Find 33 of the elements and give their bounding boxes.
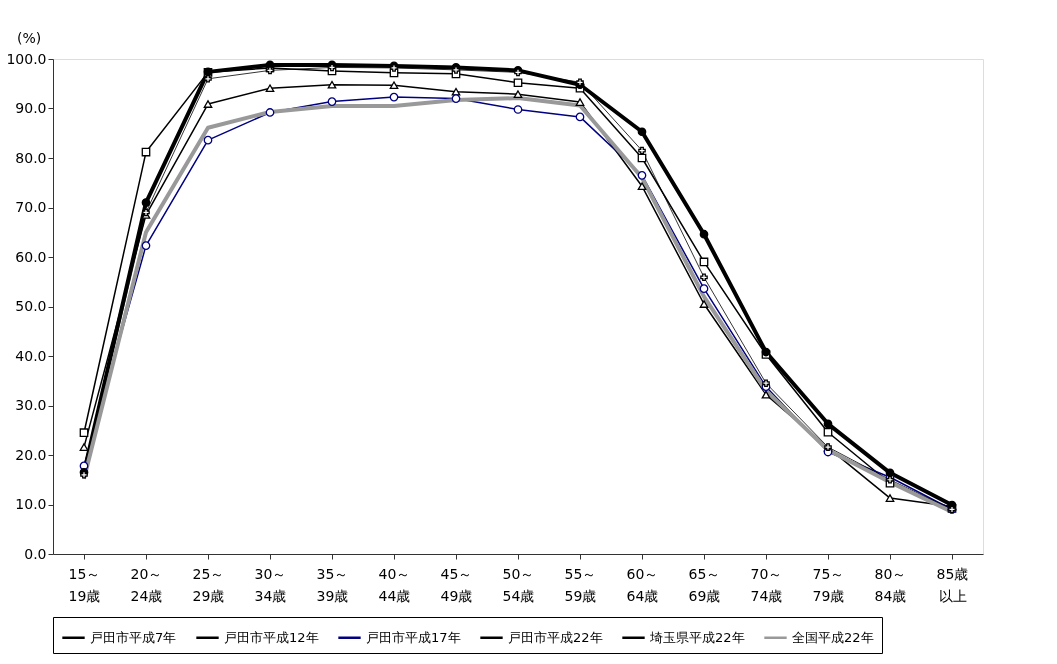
x-tick-label: 15～19歳: [68, 565, 101, 604]
x-tick-label: 70～74歳: [750, 565, 783, 604]
y-tick-label: 30.0: [15, 397, 47, 413]
y-tick-label: 0.0: [24, 545, 47, 562]
y-tick-label: 80.0: [15, 149, 47, 166]
x-tick-label: 50～54歳: [502, 565, 535, 604]
x-tick-label: 60～64歳: [626, 565, 659, 604]
legend-label: 戸田市平成7年: [90, 629, 177, 645]
y-tick-label: 50.0: [15, 298, 47, 314]
x-tick-label: 75～79歳: [812, 565, 845, 604]
legend-label: 戸田市平成17年: [366, 629, 461, 645]
x-tick-label: 55～59歳: [564, 565, 597, 604]
legend-label: 戸田市平成12年: [224, 629, 319, 645]
x-tick-label: 80～84歳: [874, 565, 907, 604]
y-tick-label: 20.0: [15, 446, 47, 463]
y-tick-label: 10.0: [15, 496, 47, 512]
x-tick-label: 85歳以上: [936, 565, 969, 604]
x-tick-label: 25～29歳: [192, 565, 225, 604]
legend-label: 埼玉県平成22年: [649, 629, 745, 645]
x-tick-label: 65～69歳: [688, 565, 721, 604]
x-tick-label: 35～39歳: [316, 565, 349, 604]
x-tick-label: 30～34歳: [254, 565, 287, 604]
y-tick-label: 60.0: [15, 248, 47, 265]
y-tick-label: 70.0: [15, 199, 47, 215]
y-tick-label: 90.0: [15, 100, 47, 116]
x-tick-label: 45～49歳: [440, 565, 473, 604]
legend-label: 全国平成22年: [792, 629, 874, 645]
text: (%): [17, 30, 42, 46]
x-tick-label: 20～24歳: [130, 565, 163, 604]
y-tick-label: 40.0: [15, 347, 47, 364]
y-tick-label: 100.0: [6, 50, 47, 67]
legend-label: 戸田市平成22年: [508, 629, 603, 645]
x-tick-label: 40～44歳: [378, 565, 411, 604]
